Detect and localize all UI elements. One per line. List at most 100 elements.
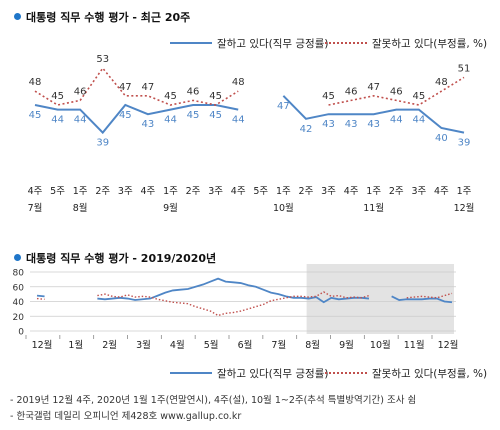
x-month-label: 12월 (438, 339, 459, 351)
x-month-label: 6월 (238, 339, 253, 351)
disapprove-data-label: 45 (164, 91, 177, 102)
x-tick-label: 2주 (95, 186, 110, 197)
x-month-label: 2월 (102, 339, 117, 351)
bottom-legend-approve: 잘하고 있다(직무 긍정률) (170, 366, 328, 381)
x-month-label: 5월 (204, 339, 219, 351)
approve-data-label: 45 (209, 110, 222, 121)
x-tick-label: 3주 (411, 186, 426, 197)
top-line-chart: 45 44 44 39 45 43 44 45 45 44 47 42 43 43 43 44 44 40 39 48… (28, 55, 475, 214)
approve-data-label: 42 (300, 124, 313, 135)
disapprove-data-label: 46 (187, 86, 200, 97)
approve-data-label: 43 (345, 119, 358, 130)
approve-data-label: 45 (119, 110, 132, 121)
disapprove-data-label: 47 (367, 82, 380, 93)
x-tick-label: 2주 (389, 186, 404, 197)
x-month-label: 1월 (68, 339, 83, 351)
approve-data-label: 45 (29, 110, 42, 121)
approve-data-label: 47 (277, 101, 290, 112)
approve-series-line (282, 95, 465, 134)
y-tick-label: 20 (13, 313, 25, 323)
x-month-label: 8월 (73, 202, 88, 214)
y-tick-label: 60 (13, 283, 25, 293)
y-tick-label: 80 (13, 269, 25, 279)
approve-series-line (36, 294, 45, 298)
approve-data-label: 44 (51, 115, 64, 126)
disapprove-data-label: 47 (142, 82, 155, 93)
bottom-chart-title: 대통령 직무 수행 평가 - 2019/2020년 (14, 250, 216, 266)
disapprove-data-label: 48 (435, 77, 448, 88)
x-month-label: 8월 (305, 339, 320, 351)
approve-data-label: 43 (367, 119, 380, 130)
approve-data-label: 43 (142, 119, 155, 130)
approve-series-line (34, 103, 239, 135)
top-legend-approve: 잘하고 있다(직무 긍정률) (170, 36, 328, 51)
x-tick-label: 4주 (344, 186, 359, 197)
x-month-label: 10월 (370, 339, 391, 351)
top-legend-approve-label: 잘하고 있다(직무 긍정률) (217, 38, 329, 50)
bottom-legend-disapprove-label: 잘못하고 있다(부정률, %) (372, 368, 488, 380)
disapprove-data-label: 47 (119, 82, 132, 93)
y-tick-label: 40 (13, 298, 25, 308)
dotted-line-swatch-icon (325, 372, 367, 374)
disapprove-data-label: 45 (322, 91, 335, 102)
x-tick-label: 3주 (208, 186, 223, 197)
footnote-survey-gaps: - 2019년 12월 4주, 2020년 1월 1주(연말연시), 4주(설)… (10, 395, 417, 406)
bullet-icon (14, 254, 21, 261)
approve-data-label: 39 (96, 138, 109, 149)
top-chart-title-text: 대통령 직무 수행 평가 - 최근 20주 (26, 11, 191, 24)
x-tick-label: 1주 (276, 186, 291, 197)
x-tick-label: 2주 (299, 186, 314, 197)
x-month-label: 12월 (32, 339, 53, 351)
x-month-label: 3월 (136, 339, 151, 351)
x-tick-label: 4주 (140, 186, 155, 197)
bottom-line-chart: 0 20 40 60 80 12월 1월 2월 3월 4월 5월 6월 7월 8월 9월 10월 11월 12월 (13, 264, 459, 351)
disapprove-data-label: 46 (390, 86, 403, 97)
top-chart-title: 대통령 직무 수행 평가 - 최근 20주 (14, 9, 190, 25)
x-month-label: 4월 (170, 339, 185, 351)
bullet-icon (14, 13, 21, 20)
x-month-label: 9월 (339, 339, 354, 351)
disapprove-series-line (97, 291, 370, 317)
x-tick-label: 1주 (366, 186, 381, 197)
disapprove-data-label: 51 (458, 63, 471, 74)
x-month-label: 9월 (163, 202, 178, 214)
x-tick-label: 1주 (163, 186, 178, 197)
disapprove-series-line (328, 76, 465, 106)
solid-line-swatch-icon (170, 42, 212, 44)
y-tick-label: 0 (18, 328, 24, 338)
disapprove-series-line (406, 292, 453, 299)
approve-series-line (97, 277, 370, 304)
approve-data-label: 40 (435, 133, 448, 144)
approve-data-label: 44 (412, 115, 425, 126)
disapprove-data-label: 46 (74, 86, 87, 97)
x-tick-label: 5주 (50, 186, 65, 197)
disapprove-data-label: 45 (412, 91, 425, 102)
top-legend-disapprove: 잘못하고 있다(부정률, %) (325, 36, 487, 51)
x-tick-label: 1주 (457, 186, 472, 197)
x-tick-label: 3주 (118, 186, 133, 197)
bottom-legend-disapprove: 잘못하고 있다(부정률, %) (325, 366, 487, 381)
disapprove-data-label: 45 (209, 91, 222, 102)
solid-line-swatch-icon (170, 372, 212, 374)
x-month-label: 12월 (454, 202, 475, 214)
disapprove-data-label: 48 (232, 77, 245, 88)
disapprove-data-label: 53 (96, 55, 109, 65)
approve-data-label: 44 (164, 115, 177, 126)
disapprove-data-label: 48 (29, 77, 42, 88)
x-tick-label: 5주 (253, 186, 268, 197)
approve-data-label: 39 (458, 138, 471, 149)
x-tick-label: 4주 (28, 186, 43, 197)
approve-data-label: 44 (74, 115, 87, 126)
x-month-label: 10월 (273, 202, 294, 214)
disapprove-series-line (36, 297, 45, 300)
disapprove-data-label: 45 (51, 91, 64, 102)
x-tick-label: 2주 (186, 186, 201, 197)
top-legend-disapprove-label: 잘못하고 있다(부정률, %) (372, 38, 488, 50)
approve-series-line (391, 295, 453, 304)
x-tick-label: 4주 (231, 186, 246, 197)
bottom-chart-title-text: 대통령 직무 수행 평가 - 2019/2020년 (26, 252, 217, 265)
bottom-legend-approve-label: 잘하고 있다(직무 긍정률) (217, 368, 329, 380)
x-month-label: 7월 (28, 202, 43, 214)
approve-data-label: 44 (232, 115, 245, 126)
